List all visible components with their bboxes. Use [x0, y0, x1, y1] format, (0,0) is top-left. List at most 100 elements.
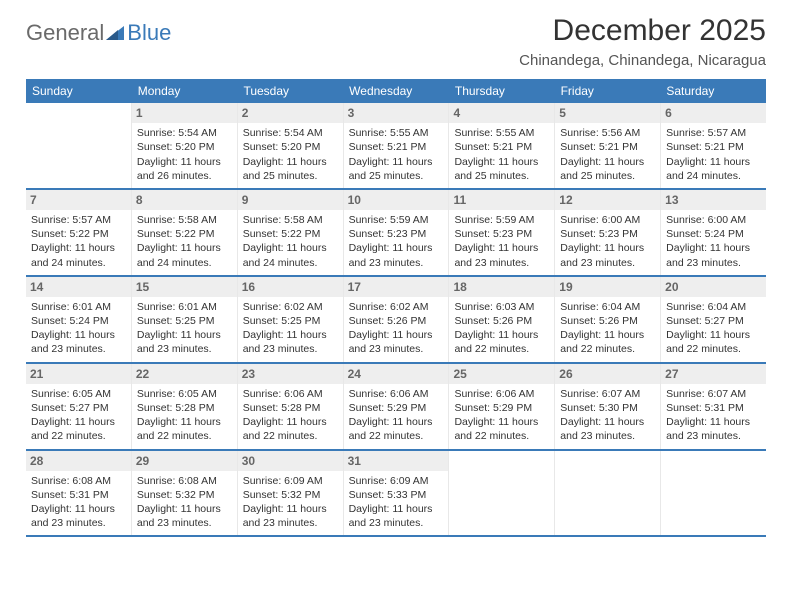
sunrise-text: Sunrise: 5:59 AM [454, 213, 549, 227]
day-cell [449, 451, 555, 536]
dow-tuesday: Tuesday [237, 79, 343, 103]
day-cell [555, 451, 661, 536]
month-title: December 2025 [519, 14, 766, 48]
sunrise-text: Sunrise: 5:55 AM [349, 126, 444, 140]
daylight1-text: Daylight: 11 hours [454, 415, 549, 429]
sunrise-text: Sunrise: 6:04 AM [560, 300, 655, 314]
sunrise-text: Sunrise: 6:07 AM [560, 387, 655, 401]
daylight2-text: and 23 minutes. [666, 429, 761, 443]
daylight2-text: and 23 minutes. [560, 429, 655, 443]
day-cell: 30Sunrise: 6:09 AMSunset: 5:32 PMDayligh… [238, 451, 344, 536]
daylight1-text: Daylight: 11 hours [31, 328, 126, 342]
day-number: 6 [661, 103, 766, 123]
daylight1-text: Daylight: 11 hours [560, 415, 655, 429]
daylight2-text: and 24 minutes. [243, 256, 338, 270]
sunset-text: Sunset: 5:21 PM [666, 140, 761, 154]
sunset-text: Sunset: 5:32 PM [137, 488, 232, 502]
sunrise-text: Sunrise: 6:01 AM [137, 300, 232, 314]
day-number: 18 [449, 277, 554, 297]
day-cell: 24Sunrise: 6:06 AMSunset: 5:29 PMDayligh… [344, 364, 450, 449]
week-row: 14Sunrise: 6:01 AMSunset: 5:24 PMDayligh… [26, 277, 766, 364]
day-cell [661, 451, 766, 536]
daylight1-text: Daylight: 11 hours [137, 415, 232, 429]
sunrise-text: Sunrise: 5:54 AM [137, 126, 232, 140]
sunset-text: Sunset: 5:27 PM [31, 401, 126, 415]
logo: General Blue [26, 14, 171, 46]
sunrise-text: Sunrise: 6:03 AM [454, 300, 549, 314]
day-number: 12 [555, 190, 660, 210]
daylight2-text: and 23 minutes. [666, 256, 761, 270]
daylight2-text: and 23 minutes. [560, 256, 655, 270]
day-number: 16 [238, 277, 343, 297]
day-cell: 11Sunrise: 5:59 AMSunset: 5:23 PMDayligh… [449, 190, 555, 275]
week-row: 21Sunrise: 6:05 AMSunset: 5:27 PMDayligh… [26, 364, 766, 451]
sunrise-text: Sunrise: 6:09 AM [349, 474, 444, 488]
daylight2-text: and 23 minutes. [31, 516, 126, 530]
daylight2-text: and 23 minutes. [349, 516, 444, 530]
daylight1-text: Daylight: 11 hours [666, 241, 761, 255]
sunset-text: Sunset: 5:21 PM [560, 140, 655, 154]
day-number: 15 [132, 277, 237, 297]
day-number: 27 [661, 364, 766, 384]
day-cell: 31Sunrise: 6:09 AMSunset: 5:33 PMDayligh… [344, 451, 450, 536]
sunrise-text: Sunrise: 6:09 AM [243, 474, 338, 488]
day-cell: 17Sunrise: 6:02 AMSunset: 5:26 PMDayligh… [344, 277, 450, 362]
sunset-text: Sunset: 5:31 PM [31, 488, 126, 502]
day-cell: 26Sunrise: 6:07 AMSunset: 5:30 PMDayligh… [555, 364, 661, 449]
sunset-text: Sunset: 5:22 PM [137, 227, 232, 241]
daylight2-text: and 24 minutes. [31, 256, 126, 270]
day-number: 19 [555, 277, 660, 297]
day-cell: 13Sunrise: 6:00 AMSunset: 5:24 PMDayligh… [661, 190, 766, 275]
header: General Blue December 2025 Chinandega, C… [26, 14, 766, 69]
daylight2-text: and 25 minutes. [243, 169, 338, 183]
sunrise-text: Sunrise: 6:04 AM [666, 300, 761, 314]
day-number: 5 [555, 103, 660, 123]
logo-blue-text: Blue [127, 20, 171, 46]
daylight1-text: Daylight: 11 hours [666, 415, 761, 429]
daylight2-text: and 22 minutes. [349, 429, 444, 443]
daylight2-text: and 22 minutes. [137, 429, 232, 443]
sunset-text: Sunset: 5:28 PM [137, 401, 232, 415]
day-number: 11 [449, 190, 554, 210]
daylight2-text: and 22 minutes. [666, 342, 761, 356]
day-cell: 14Sunrise: 6:01 AMSunset: 5:24 PMDayligh… [26, 277, 132, 362]
daylight2-text: and 25 minutes. [454, 169, 549, 183]
day-cell: 3Sunrise: 5:55 AMSunset: 5:21 PMDaylight… [344, 103, 450, 188]
dow-wednesday: Wednesday [343, 79, 449, 103]
day-number: 9 [238, 190, 343, 210]
dow-monday: Monday [132, 79, 238, 103]
daylight2-text: and 23 minutes. [137, 516, 232, 530]
daylight1-text: Daylight: 11 hours [454, 241, 549, 255]
sunrise-text: Sunrise: 5:54 AM [243, 126, 338, 140]
sunset-text: Sunset: 5:25 PM [243, 314, 338, 328]
day-number: 29 [132, 451, 237, 471]
day-number: 10 [344, 190, 449, 210]
daylight1-text: Daylight: 11 hours [137, 328, 232, 342]
daylight1-text: Daylight: 11 hours [560, 241, 655, 255]
day-cell: 6Sunrise: 5:57 AMSunset: 5:21 PMDaylight… [661, 103, 766, 188]
daylight1-text: Daylight: 11 hours [666, 155, 761, 169]
sunrise-text: Sunrise: 6:08 AM [31, 474, 126, 488]
sunset-text: Sunset: 5:24 PM [31, 314, 126, 328]
daylight1-text: Daylight: 11 hours [560, 155, 655, 169]
day-number: 23 [238, 364, 343, 384]
sunset-text: Sunset: 5:20 PM [243, 140, 338, 154]
sunset-text: Sunset: 5:32 PM [243, 488, 338, 502]
daylight2-text: and 23 minutes. [137, 342, 232, 356]
week-row: 28Sunrise: 6:08 AMSunset: 5:31 PMDayligh… [26, 451, 766, 538]
day-cell: 9Sunrise: 5:58 AMSunset: 5:22 PMDaylight… [238, 190, 344, 275]
sunrise-text: Sunrise: 6:00 AM [560, 213, 655, 227]
day-cell: 12Sunrise: 6:00 AMSunset: 5:23 PMDayligh… [555, 190, 661, 275]
sunrise-text: Sunrise: 5:59 AM [349, 213, 444, 227]
daylight2-text: and 23 minutes. [243, 342, 338, 356]
day-cell: 8Sunrise: 5:58 AMSunset: 5:22 PMDaylight… [132, 190, 238, 275]
day-number: 1 [132, 103, 237, 123]
dow-saturday: Saturday [660, 79, 766, 103]
daylight2-text: and 23 minutes. [454, 256, 549, 270]
daylight1-text: Daylight: 11 hours [243, 241, 338, 255]
daylight1-text: Daylight: 11 hours [243, 155, 338, 169]
sunset-text: Sunset: 5:30 PM [560, 401, 655, 415]
sunset-text: Sunset: 5:31 PM [666, 401, 761, 415]
daylight1-text: Daylight: 11 hours [31, 502, 126, 516]
sunset-text: Sunset: 5:26 PM [560, 314, 655, 328]
